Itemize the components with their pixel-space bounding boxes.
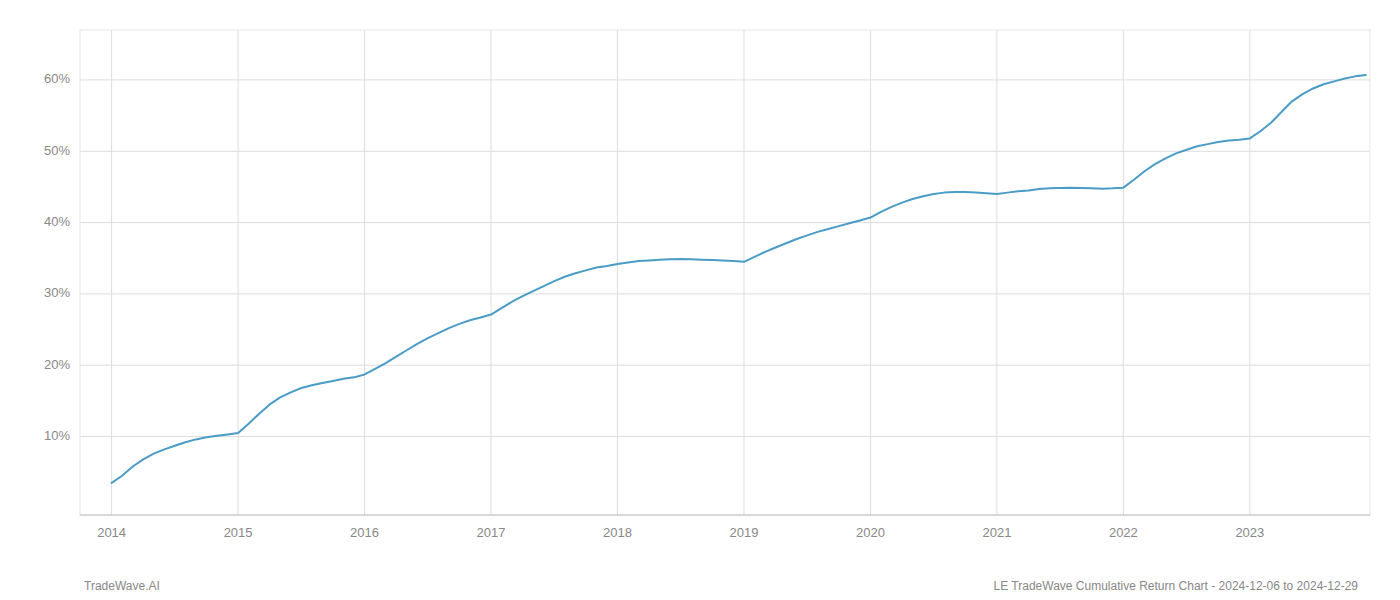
y-tick-label: 30% xyxy=(44,285,70,300)
line xyxy=(112,75,1366,483)
y-grid-line xyxy=(80,79,1370,80)
y-grid-line xyxy=(80,365,1370,366)
y-tick-label: 50% xyxy=(44,143,70,158)
y-tick-label: 60% xyxy=(44,71,70,86)
x-tick-label: 2023 xyxy=(1235,525,1264,540)
x-tick-label: 2015 xyxy=(224,525,253,540)
x-grid-line xyxy=(996,30,997,515)
x-tick-label: 2021 xyxy=(982,525,1011,540)
x-grid-line xyxy=(1249,30,1250,515)
x-grid-line xyxy=(870,30,871,515)
x-tick-label: 2019 xyxy=(730,525,759,540)
x-grid-line xyxy=(238,30,239,515)
x-grid-line xyxy=(364,30,365,515)
y-grid-line xyxy=(80,151,1370,152)
y-grid-line xyxy=(80,436,1370,437)
x-tick-label: 2016 xyxy=(350,525,379,540)
x-grid-line xyxy=(111,30,112,515)
chart: 2014 2015 2016 2017 2018 2019 2020 2021 2022 2023… xyxy=(0,0,1400,600)
y-tick-label: 10% xyxy=(44,428,70,443)
x-grid-line xyxy=(743,30,744,515)
y-grid-line xyxy=(80,293,1370,294)
x-axis-line xyxy=(80,515,1370,516)
plot-frame xyxy=(80,30,1370,515)
tick-labels: 2014 2015 2016 2017 2018 2019 2020 2021 2022 2023… xyxy=(44,71,1264,540)
x-grid-line xyxy=(617,30,618,515)
y-tick-label: 20% xyxy=(44,357,70,372)
y-grid-line xyxy=(80,222,1370,223)
x-tick-label: 2022 xyxy=(1109,525,1138,540)
x-tick-label: 2018 xyxy=(603,525,632,540)
x-tick-label: 2014 xyxy=(97,525,126,540)
footer-text: TradeWave.AI xyxy=(84,579,160,593)
footer-text: LE TradeWave Cumulative Return Chart - 2… xyxy=(994,579,1359,593)
series xyxy=(112,75,1366,483)
x-tick-label: 2017 xyxy=(477,525,506,540)
x-grid-line xyxy=(491,30,492,515)
x-grid-line xyxy=(1123,30,1124,515)
x-tick-label: 2020 xyxy=(856,525,885,540)
y-tick-label: 40% xyxy=(44,214,70,229)
grid xyxy=(80,30,1370,515)
